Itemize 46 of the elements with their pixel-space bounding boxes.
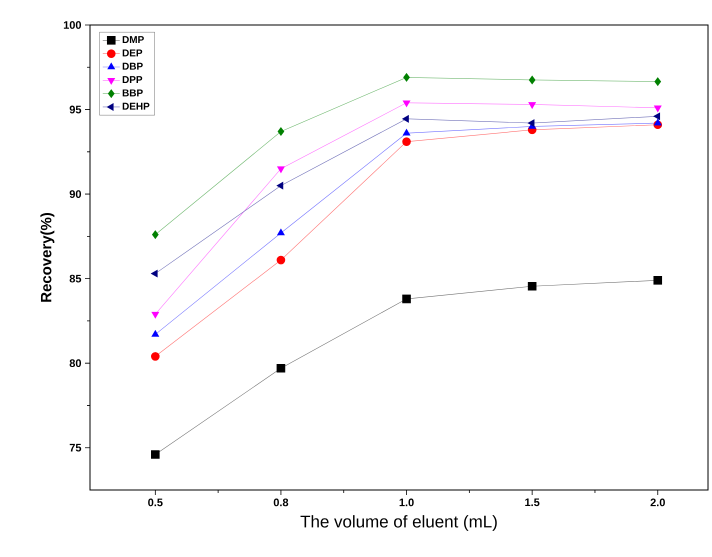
y-tick-label: 90	[70, 190, 82, 198]
point	[653, 112, 660, 120]
y-tick-label: 85	[70, 274, 82, 283]
point	[277, 166, 285, 174]
x-tick-label: 0.8	[274, 498, 288, 506]
point	[402, 128, 410, 136]
point	[653, 276, 662, 285]
point	[528, 102, 536, 109]
y-axis-title: Recovery(%)	[40, 212, 54, 302]
legend-label: DEP	[122, 49, 142, 56]
point	[654, 106, 662, 112]
legend-label: DEHP	[122, 102, 150, 110]
point	[403, 73, 410, 82]
legend-label: DPP	[122, 76, 142, 83]
point	[152, 230, 159, 239]
point	[654, 77, 662, 86]
y-tick-label: 95	[70, 106, 82, 114]
point	[528, 282, 536, 291]
y-tick-label: 75	[70, 444, 82, 452]
point	[276, 256, 286, 264]
point	[151, 352, 160, 361]
x-tick-label: 0.5	[148, 498, 163, 506]
point	[528, 119, 534, 127]
y-tick-label: 100	[64, 21, 82, 29]
point	[277, 228, 285, 236]
legend-label: DMP	[122, 36, 144, 44]
x-tick-label: 1.5	[525, 498, 540, 506]
point	[402, 137, 411, 146]
point	[402, 115, 409, 123]
point	[152, 312, 160, 318]
point	[152, 330, 160, 337]
legend-label: DBP	[122, 62, 143, 70]
x-axis-title: The volume of eluent (mL)	[300, 515, 497, 531]
legend-label: BBP	[122, 89, 143, 96]
x-tick-label: 2.0	[650, 498, 665, 506]
point	[528, 76, 536, 84]
point	[151, 270, 158, 278]
point	[402, 294, 411, 304]
point	[402, 100, 410, 108]
point	[654, 118, 662, 126]
point	[151, 450, 160, 459]
y-tick-label: 80	[70, 359, 82, 368]
point	[276, 182, 284, 190]
x-tick-label: 1.0	[400, 498, 414, 506]
point	[278, 127, 284, 136]
point	[276, 364, 286, 373]
